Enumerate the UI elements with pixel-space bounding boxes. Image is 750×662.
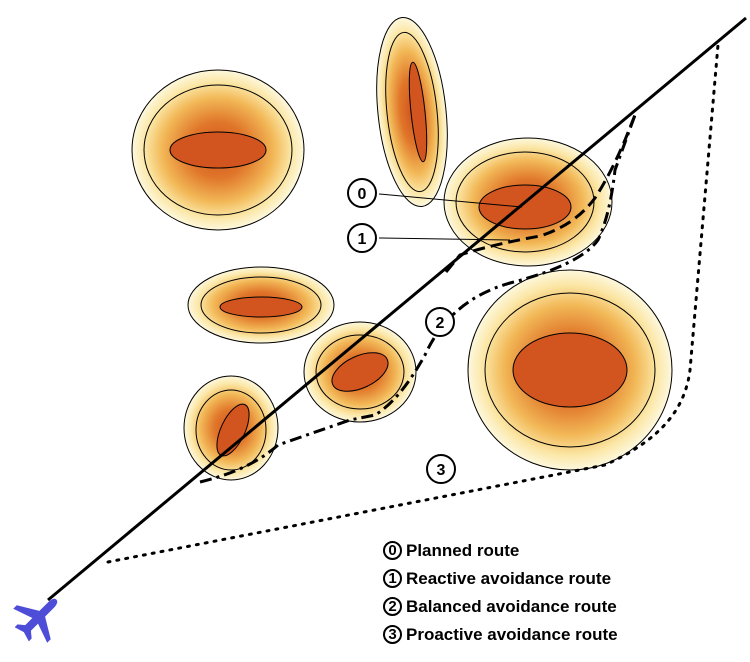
svg-text:3: 3 — [437, 462, 446, 479]
airplane-icon — [13, 598, 58, 643]
legend-item-planned: 0 Planned route — [383, 537, 618, 564]
route-marker-1: 1 — [347, 223, 377, 253]
balanced-avoidance-route — [199, 114, 637, 484]
legend: 0 Planned route 1 Reactive avoidance rou… — [383, 537, 618, 649]
reactive-avoidance-route — [444, 114, 637, 273]
legend-item-proactive: 3 Proactive avoidance route — [383, 621, 618, 648]
weather-cell-mid-left — [187, 266, 335, 344]
planned-route — [47, 16, 747, 602]
svg-text:0: 0 — [358, 186, 367, 203]
route-marker-3: 3 — [426, 454, 456, 484]
legend-item-balanced: 2 Balanced avoidance route — [383, 593, 618, 620]
marker-1-leader — [378, 237, 511, 241]
weather-cell-center — [303, 321, 417, 423]
weather-cell-bottom-left — [183, 375, 279, 481]
weather-cell-top-left — [131, 69, 305, 231]
legend-label-reactive: Reactive avoidance route — [406, 568, 612, 588]
legend-marker-3: 3 — [383, 625, 402, 644]
svg-text:2: 2 — [436, 315, 445, 332]
route-marker-2: 2 — [425, 307, 455, 337]
legend-label-balanced: Balanced avoidance route — [406, 596, 617, 616]
legend-label-planned: Planned route — [406, 540, 520, 560]
legend-label-proactive: Proactive avoidance route — [406, 624, 618, 644]
route-marker-0: 0 — [347, 178, 377, 208]
legend-marker-1: 1 — [383, 569, 402, 588]
marker-0-leader — [378, 193, 523, 208]
svg-text:1: 1 — [358, 231, 367, 248]
legend-marker-2: 2 — [383, 597, 402, 616]
weather-cell-large — [467, 269, 673, 471]
weather-cell-tall — [376, 16, 448, 208]
legend-item-reactive: 1 Reactive avoidance route — [383, 565, 618, 592]
proactive-avoidance-route — [106, 43, 720, 564]
legend-marker-0: 0 — [383, 541, 402, 560]
